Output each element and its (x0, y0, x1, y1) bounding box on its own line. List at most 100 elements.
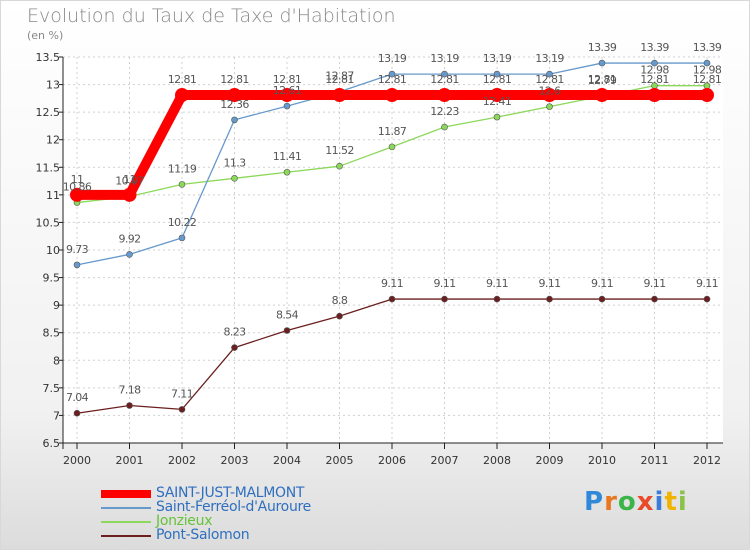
data-point-jonzieux (283, 168, 291, 176)
y-tick-label: 7.5 (43, 382, 61, 395)
logo-letter: t (664, 487, 678, 517)
data-label-pont-salomon: 8.23 (223, 326, 246, 339)
logo-letter: r (604, 487, 618, 517)
y-tick-label: 9.5 (43, 272, 61, 285)
data-point-saint-just-malmont (227, 88, 242, 103)
logo-letter: x (636, 487, 655, 517)
data-label-saint-just-malmont: 12.81 (588, 73, 617, 86)
data-point-pont-salomon (598, 295, 606, 303)
data-point-saint-ferr-ol-d-auroure (441, 70, 448, 78)
data-point-saint-just-malmont (280, 88, 294, 103)
data-point-saint-just-malmont (332, 88, 347, 103)
data-point-saint-just-malmont (122, 187, 137, 202)
x-tick-label: 2012 (693, 454, 721, 467)
legend-label-saint-just-malmont: SAINT-JUST-MALMONT (156, 485, 305, 501)
data-point-pont-salomon (493, 295, 501, 303)
legend-swatch-jonzieux (101, 521, 151, 523)
data-label-jonzieux: 12.41 (483, 95, 512, 108)
y-tick-label: 8.5 (43, 327, 61, 340)
y-tick-label: 10 (46, 244, 60, 257)
data-label-saint-just-malmont: 12.81 (535, 73, 564, 86)
data-label-jonzieux: 11.87 (378, 125, 407, 138)
data-label-pont-salomon: 9.11 (433, 277, 455, 290)
data-label-saint-ferr-ol-d-auroure: 13.19 (535, 52, 564, 65)
data-point-saint-just-malmont (175, 88, 189, 103)
y-tick-label: 11 (46, 189, 60, 202)
data-label-jonzieux: 12.98 (693, 64, 722, 77)
x-tick-label: 2003 (221, 454, 249, 467)
data-label-jonzieux: 12.98 (640, 64, 669, 77)
chart-title: Evolution du Taux de Taxe d'Habitation (27, 5, 396, 27)
y-tick-label: 12.5 (36, 106, 61, 119)
data-label-saint-ferr-ol-d-auroure: 12.36 (220, 98, 249, 111)
legend-label-jonzieux: Jonzieux (156, 513, 213, 529)
data-point-saint-ferr-ol-d-auroure (283, 102, 291, 110)
data-label-saint-ferr-ol-d-auroure: 12.61 (273, 84, 302, 97)
data-label-jonzieux: 10.97 (115, 175, 144, 188)
data-label-pont-salomon: 7.11 (171, 387, 193, 400)
y-tick-label: 6.5 (43, 437, 61, 450)
data-point-jonzieux (546, 103, 553, 110)
data-label-saint-just-malmont: 11 (123, 173, 136, 186)
data-point-jonzieux (493, 113, 501, 121)
data-point-jonzieux (231, 175, 238, 182)
data-label-jonzieux: 10.86 (63, 181, 92, 194)
legend-swatch-saint-just-malmont (101, 490, 151, 498)
data-point-jonzieux (441, 123, 448, 131)
data-point-saint-ferr-ol-d-auroure (651, 59, 658, 67)
data-label-pont-salomon: 9.11 (591, 277, 613, 290)
data-point-pont-salomon (336, 312, 343, 320)
data-point-jonzieux (178, 181, 186, 188)
data-label-pont-salomon: 9.11 (486, 277, 508, 290)
data-point-saint-ferr-ol-d-auroure (73, 261, 81, 269)
y-tick-label: 10.5 (36, 216, 61, 229)
data-label-jonzieux: 11.3 (223, 156, 246, 169)
data-label-saint-just-malmont: 12.81 (273, 73, 302, 86)
data-point-saint-just-malmont (437, 88, 452, 103)
x-tick-label: 2011 (641, 454, 669, 467)
x-tick-label: 2000 (63, 454, 91, 467)
x-tick-label: 2009 (536, 454, 564, 467)
data-point-saint-just-malmont (70, 187, 84, 202)
data-label-saint-just-malmont: 12.81 (693, 73, 722, 86)
data-label-saint-just-malmont: 12.81 (640, 73, 669, 86)
data-point-jonzieux (336, 162, 343, 170)
data-point-saint-just-malmont (490, 88, 504, 103)
data-label-saint-ferr-ol-d-auroure: 13.19 (378, 52, 407, 65)
data-label-jonzieux: 12.79 (588, 74, 617, 87)
legend-swatch-saint-ferreol (101, 507, 151, 509)
data-label-saint-ferr-ol-d-auroure: 13.39 (588, 41, 617, 54)
data-label-saint-ferr-ol-d-auroure: 9.92 (118, 232, 140, 245)
x-tick-label: 2005 (326, 454, 354, 467)
x-tick-label: 2001 (116, 454, 144, 467)
data-label-saint-ferr-ol-d-auroure: 9.73 (66, 243, 89, 256)
unit-label: (en %) (27, 29, 64, 42)
data-label-pont-salomon: 8.8 (332, 294, 348, 307)
data-label-pont-salomon: 8.54 (276, 309, 299, 322)
data-point-pont-salomon (388, 295, 396, 303)
data-label-saint-just-malmont: 12.81 (483, 73, 512, 86)
data-label-saint-just-malmont: 12.81 (168, 73, 197, 86)
data-label-saint-just-malmont: 12.81 (220, 73, 249, 86)
data-point-saint-just-malmont (700, 88, 714, 103)
x-tick-label: 2010 (588, 454, 616, 467)
data-label-saint-ferr-ol-d-auroure: 13.19 (430, 52, 459, 65)
data-label-jonzieux: 11.19 (168, 162, 197, 175)
data-point-saint-just-malmont (595, 88, 609, 103)
data-point-saint-just-malmont (385, 88, 399, 103)
y-tick-label: 12 (46, 134, 60, 147)
legend-label-saint-ferreol: Saint-Ferréol-d'Auroure (156, 499, 311, 515)
data-point-pont-salomon (231, 344, 238, 351)
x-tick-label: 2008 (483, 454, 511, 467)
data-label-jonzieux: 12.6 (538, 85, 561, 98)
data-label-pont-salomon: 9.11 (381, 277, 403, 290)
data-label-saint-just-malmont: 11 (71, 173, 84, 186)
logo-letter: P (584, 487, 605, 517)
data-point-pont-salomon (651, 295, 658, 303)
data-label-saint-just-malmont: 12.81 (325, 73, 354, 86)
legend-label-pont-salomon: Pont-Salomon (156, 527, 250, 543)
data-point-saint-ferr-ol-d-auroure (493, 70, 501, 78)
data-label-pont-salomon: 9.11 (643, 277, 665, 290)
